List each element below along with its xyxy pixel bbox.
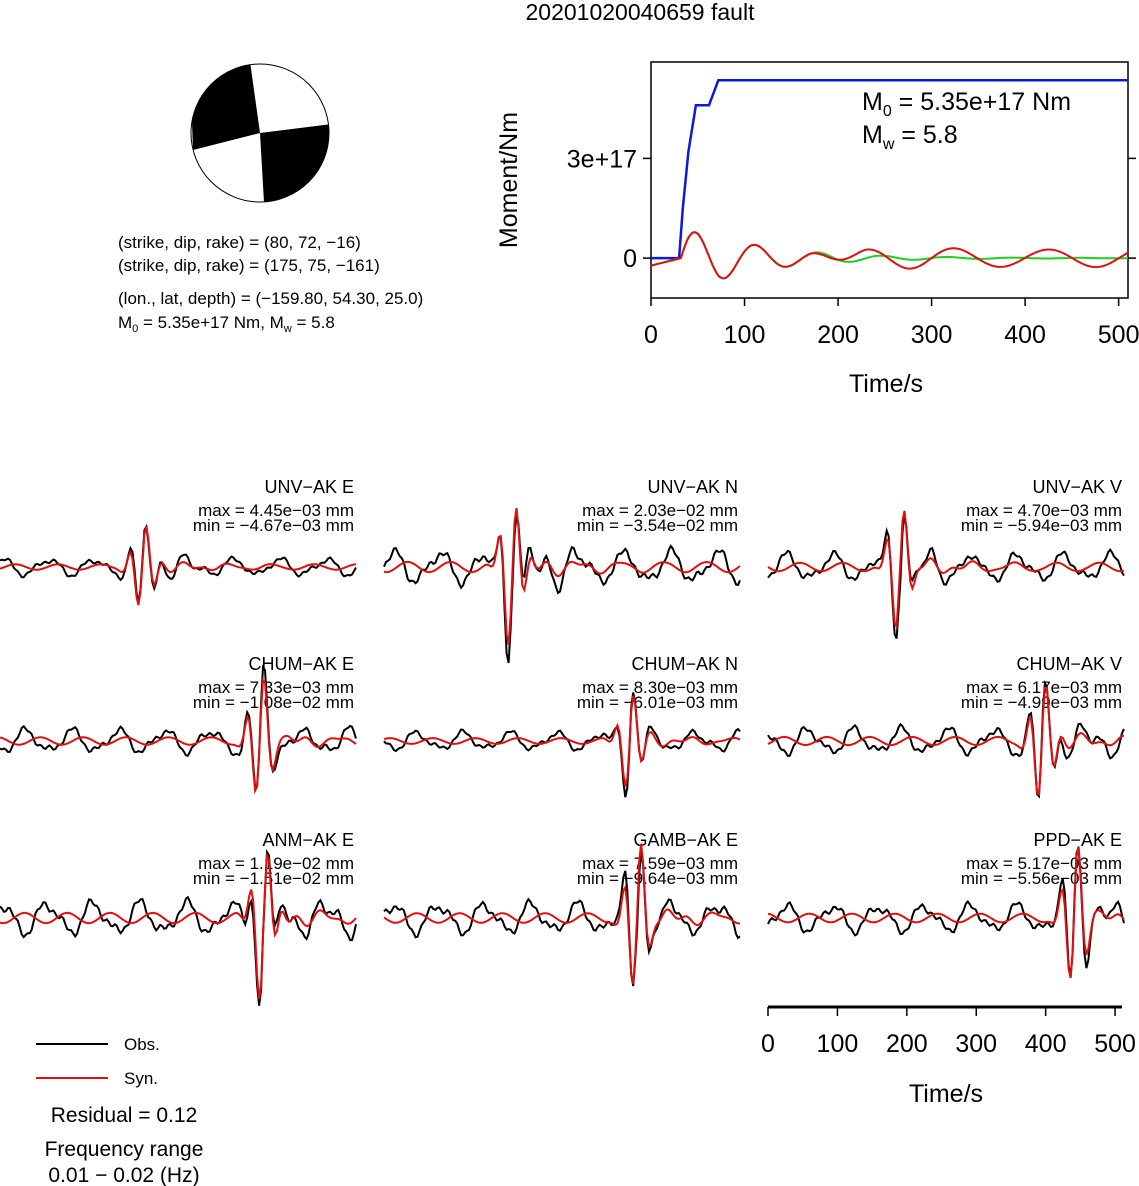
moment-chart-x-label: Time/s bbox=[849, 370, 923, 398]
legend-syn-label: Syn. bbox=[124, 1069, 158, 1088]
beachball-quadrant-upper-left bbox=[191, 64, 260, 150]
synthetic-waveform bbox=[383, 507, 741, 645]
moment-y-tick-label: 0 bbox=[623, 245, 637, 273]
waveform-x-tick-label: 500 bbox=[1094, 1030, 1136, 1058]
synthetic-waveform bbox=[767, 686, 1125, 797]
observed-waveform bbox=[383, 692, 741, 798]
synthetic-waveform bbox=[767, 510, 1125, 630]
moment-x-tick-label: 500 bbox=[1098, 321, 1139, 349]
beachball bbox=[190, 63, 330, 203]
station-min: min = −5.56e−03 mm bbox=[961, 869, 1122, 888]
mechanism-plane-2: (strike, dip, rake) = (175, 75, −161) bbox=[118, 256, 380, 275]
station-max: max = 8.30e−03 mm bbox=[582, 678, 738, 697]
legend: Obs. Syn. bbox=[36, 1035, 160, 1088]
synthetic-waveform bbox=[0, 852, 357, 1000]
station-label: GAMB−AK E bbox=[633, 830, 738, 850]
synthetic-waveform bbox=[767, 846, 1125, 979]
mechanism-plane-1: (strike, dip, rake) = (80, 72, −16) bbox=[118, 233, 361, 252]
beachball-outline bbox=[190, 63, 330, 203]
waveform-x-label: Time/s bbox=[909, 1080, 983, 1108]
station-min: min = −4.99e−03 mm bbox=[961, 693, 1122, 712]
synthetic-waveform bbox=[0, 526, 357, 606]
mechanism-location: (lon., lat, depth) = (−159.80, 54.30, 25… bbox=[118, 289, 423, 308]
legend-obs-label: Obs. bbox=[124, 1035, 160, 1054]
moment-chart-y-axis: 0 3e+17 bbox=[567, 145, 1136, 273]
observed-waveform bbox=[767, 846, 1125, 978]
moment-chart-x-axis: 0 100 200 300 400 500 bbox=[644, 298, 1139, 349]
synthetic-waveform bbox=[383, 695, 741, 787]
station-min: min = −1.51e−02 mm bbox=[193, 869, 354, 888]
observed-waveform bbox=[383, 514, 741, 664]
moment-x-tick-label: 0 bbox=[644, 321, 658, 349]
moment-x-tick-label: 200 bbox=[817, 321, 859, 349]
waveform-x-tick-label: 0 bbox=[761, 1030, 775, 1058]
station-label: ANM−AK E bbox=[262, 830, 354, 850]
station-label: CHUM−AK E bbox=[248, 654, 354, 674]
moment-chart-frame bbox=[650, 61, 1129, 299]
waveform-time-axis: 0 100 200 300 400 500 bbox=[761, 1005, 1136, 1058]
station-max: max = 7.59e−03 mm bbox=[582, 854, 738, 873]
station-min: min = −1.08e−02 mm bbox=[193, 693, 354, 712]
moment-y-tick-label: 3e+17 bbox=[567, 145, 637, 173]
moment-rate-line bbox=[650, 231, 1129, 280]
observed-waveform bbox=[383, 851, 741, 987]
moment-x-tick-label: 100 bbox=[724, 321, 766, 349]
observed-waveform bbox=[767, 513, 1125, 639]
moment-chart: 0 100 200 300 400 500 0 3e+17 Moment/Nm Time/s… bbox=[495, 61, 1139, 398]
residual-text: Residual = 0.12 bbox=[51, 1104, 198, 1127]
station-max: max = 7.33e−03 mm bbox=[198, 678, 354, 697]
waveform-x-tick-label: 400 bbox=[1025, 1030, 1067, 1058]
mechanism-moment: M0 = 5.35e+17 Nm, Mw = 5.8 bbox=[118, 313, 335, 335]
station-min: min = −3.54e−02 mm bbox=[577, 516, 738, 535]
cumulative-moment-line bbox=[651, 79, 1128, 260]
synthetic-waveform bbox=[0, 677, 357, 795]
beachball-quadrant-lower-right bbox=[260, 124, 329, 202]
station-min: min = −5.94e−03 mm bbox=[961, 516, 1122, 535]
synthetic-waveform bbox=[383, 843, 740, 984]
observed-waveform bbox=[767, 679, 1125, 799]
station-label: UNV−AK V bbox=[1032, 477, 1122, 497]
waveform-x-tick-label: 100 bbox=[817, 1030, 859, 1058]
moment-x-tick-label: 400 bbox=[1004, 321, 1046, 349]
station-label: CHUM−AK N bbox=[631, 654, 738, 674]
moment-annotation-mw: Mw = 5.8 bbox=[862, 121, 958, 153]
station-max: max = 4.70e−03 mm bbox=[966, 501, 1122, 520]
waveform-x-tick-label: 300 bbox=[955, 1030, 997, 1058]
station-max: max = 2.03e−02 mm bbox=[582, 501, 738, 520]
station-max: max = 5.17e−03 mm bbox=[966, 854, 1122, 873]
moment-rate-fit-line bbox=[650, 231, 1129, 280]
frequency-title: Frequency range bbox=[45, 1138, 204, 1161]
station-label: UNV−AK E bbox=[264, 477, 354, 497]
station-max: max = 4.45e−03 mm bbox=[198, 501, 354, 520]
moment-x-tick-label: 300 bbox=[911, 321, 953, 349]
station-max: max = 1.19e−02 mm bbox=[198, 854, 354, 873]
frequency-range: 0.01 − 0.02 (Hz) bbox=[48, 1164, 199, 1186]
station-min: min = −9.64e−03 mm bbox=[577, 869, 738, 888]
station-min: min = −4.67e−03 mm bbox=[193, 516, 354, 535]
moment-chart-series bbox=[650, 79, 1129, 280]
waveform-x-tick-label: 200 bbox=[886, 1030, 928, 1058]
station-label: PPD−AK E bbox=[1033, 830, 1122, 850]
observed-waveform bbox=[0, 848, 357, 1006]
station-label: UNV−AK N bbox=[647, 477, 738, 497]
figure-title: 20201020040659 fault bbox=[526, 0, 756, 25]
moment-chart-y-label: Moment/Nm bbox=[495, 112, 523, 248]
station-label: CHUM−AK V bbox=[1016, 654, 1122, 674]
station-min: min = −6.01e−03 mm bbox=[577, 693, 738, 712]
moment-annotation-m0: M0 = 5.35e+17 Nm bbox=[862, 88, 1071, 120]
